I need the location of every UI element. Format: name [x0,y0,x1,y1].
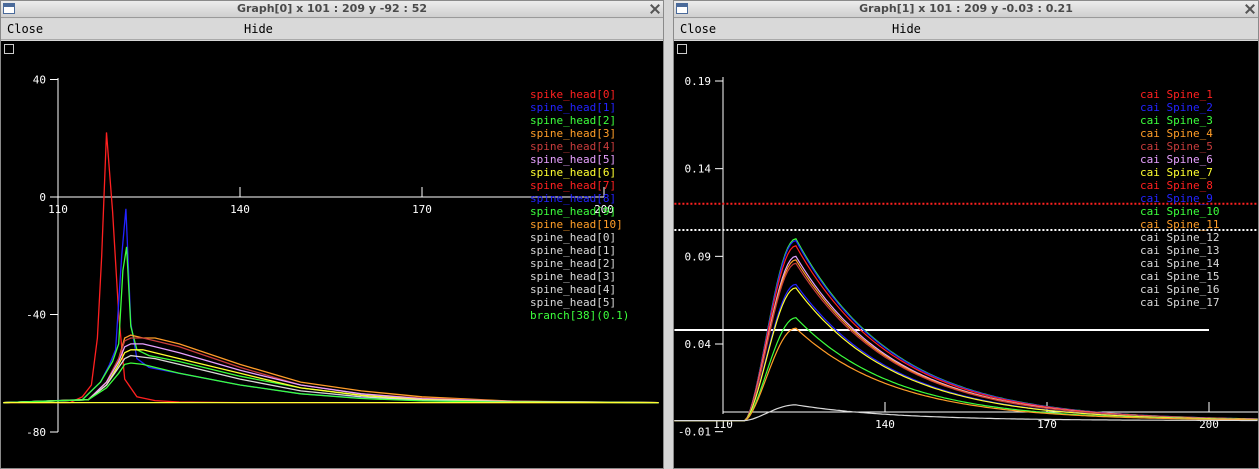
legend-entry: cai Spine_2 [1140,101,1213,114]
hide-button[interactable]: Hide [892,22,921,36]
legend-entry: cai Spine_13 [1140,244,1219,257]
voltage-chart: 110 140 170 200400-40-80spike_head[0]spine_… [3,74,659,439]
x-tick-label: 110 [48,203,68,216]
data-line [674,287,1258,422]
legend-entry: spine_head[3] [530,270,616,283]
graph-window-0: Graph[0] x 101 : 209 y -92 : 52 Close Hi… [0,0,664,469]
legend-entry: cai Spine_9 [1140,192,1213,205]
x-tick-label: 170 [412,203,432,216]
hide-button[interactable]: Hide [244,22,273,36]
data-line [3,343,659,404]
legend-entry: cai Spine_7 [1140,166,1213,179]
legend-entry: cai Spine_12 [1140,231,1219,244]
legend-entry: spine_head[5] [530,153,616,166]
plot-area[interactable]: 110 140 170 200 40 0 -40 -80 spike_head[0] spine_… [1,41,663,468]
y-tick-label: 0.14 [685,163,712,176]
y-tick-label: 0.04 [685,338,712,351]
legend-entry: cai Spine_11 [1140,218,1219,231]
data-line [3,334,659,404]
data-line [3,349,659,404]
legend-entry: cai Spine_10 [1140,205,1219,218]
x-tick-label: 200 [1199,418,1219,431]
title-bar[interactable]: Graph[1] x 101 : 209 y -0.03 : 0.21 [674,1,1258,18]
legend-entry: spine_head[4] [530,283,616,296]
legend-entry: spine_head[1] [530,244,616,257]
window-icon[interactable] [3,3,15,14]
legend-entry: spine_head[4] [530,140,616,153]
legend-entry: spine_head[1] [530,101,616,114]
legend-entry: spine_head[8] [530,192,616,205]
calcium-chart: 110 140 170 200 0.19 0.14 0.09 0.04 -0.01 cai Spi… [674,75,1258,439]
legend-entry: spine_head[5] [530,296,616,309]
legend-entry: spine_head[6] [530,166,616,179]
close-icon[interactable] [650,4,660,14]
legend-entry: spine_head[2] [530,257,616,270]
legend-entry: cai Spine_16 [1140,283,1219,296]
legend-entry: cai Spine_5 [1140,140,1213,153]
legend-entry: branch[38](0.1) [530,309,629,322]
data-line [3,337,659,404]
x-tick-label: 170 [1037,418,1057,431]
legend-entry: cai Spine_6 [1140,153,1213,166]
y-tick-label: -40 [26,309,46,322]
title-bar[interactable]: Graph[0] x 101 : 209 y -92 : 52 [1,1,663,18]
legend-entry: spike_head[0] [530,88,616,101]
legend-entry: spine_head[3] [530,127,616,140]
legend-entry: spine_head[10] [530,218,623,231]
x-tick-label: 110 [713,418,733,431]
legend-entry: spine_head[2] [530,114,616,127]
plot-area[interactable]: 110 140 170 200 0.19 0.14 0.09 0.04 -0.01 cai Spi… [674,41,1258,468]
legend-entry: cai Spine_1 [1140,88,1213,101]
data-line [3,362,659,404]
x-tick-label: 140 [230,203,250,216]
menu-bar: Close Hide [1,19,663,40]
legend-entry: cai Spine_14 [1140,257,1220,270]
y-tick-label: 0 [39,191,46,204]
window-icon[interactable] [676,3,688,14]
x-tick-label: 200 [594,203,614,216]
legend-entry: cai Spine_3 [1140,114,1213,127]
x-tick-label: 140 [875,418,895,431]
menu-bar: Close Hide [674,19,1258,40]
legend-entry: cai Spine_17 [1140,296,1219,309]
y-tick-label: -80 [26,426,46,439]
legend-entry: spine_head[0] [530,231,616,244]
close-icon[interactable] [1245,4,1255,14]
legend-entry: spine_head[7] [530,179,616,192]
data-line [674,327,1258,422]
checkbox-button[interactable] [4,44,14,54]
legend-entry: cai Spine_8 [1140,179,1213,192]
window-title: Graph[0] x 101 : 209 y -92 : 52 [236,2,428,15]
y-tick-label: 40 [33,74,46,87]
legend-entry: cai Spine_15 [1140,270,1219,283]
data-line [674,404,1258,422]
close-button[interactable]: Close [680,22,717,36]
y-tick-label: 0.19 [685,75,712,88]
checkbox-button[interactable] [677,44,687,54]
data-line [3,354,659,404]
y-tick-label: 0.09 [685,250,712,263]
graph-window-1: Graph[1] x 101 : 209 y -0.03 : 0.21 Clos… [673,0,1259,469]
y-tick-label: -0.01 [678,426,711,439]
close-button[interactable]: Close [7,22,44,36]
legend-entry: cai Spine_4 [1140,127,1213,140]
legend-entry: spine_head[9] [530,205,616,218]
window-title: Graph[1] x 101 : 209 y -0.03 : 0.21 [859,2,1073,15]
